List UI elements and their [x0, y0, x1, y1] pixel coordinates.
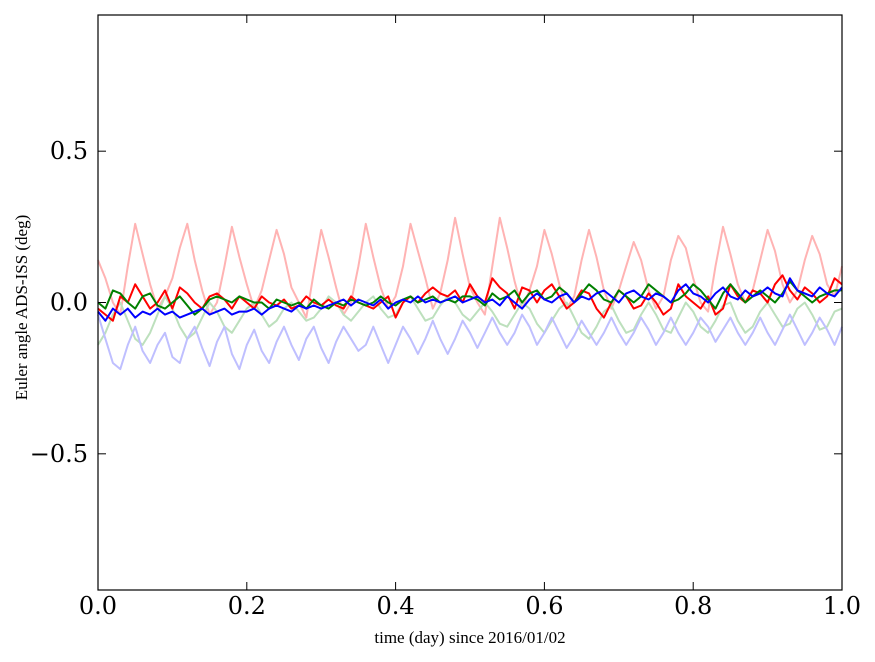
y-tick-label: 0.5 — [50, 137, 88, 165]
plot-frame — [97, 14, 843, 591]
x-tick-label: 0.6 — [525, 592, 563, 620]
x-tick-label: 0.2 — [228, 592, 266, 620]
x-tick-label: 0.0 — [79, 592, 117, 620]
x-axis-label: time (day) since 2016/01/02 — [374, 628, 565, 647]
x-tick-label: 0.4 — [377, 592, 415, 620]
y-tick-label: 0.0 — [50, 289, 88, 317]
series-layer — [97, 216, 843, 371]
series-line-6 — [97, 277, 843, 322]
y-axis-label: Euler angle ADS-ISS (deg) — [12, 215, 31, 401]
y-tick-label: −0.5 — [30, 440, 88, 468]
x-tick-label: 1.0 — [823, 592, 861, 620]
series-line-2 — [97, 295, 843, 346]
series-line-5 — [97, 280, 842, 316]
tick-layer: 0.0 0.2 0.4 0.6 0.8 1.0 −0.5 0.0 0.5 — [30, 15, 861, 620]
x-tick-label: 0.8 — [674, 592, 712, 620]
series-line-1 — [97, 216, 843, 319]
series-line-3 — [97, 313, 843, 371]
